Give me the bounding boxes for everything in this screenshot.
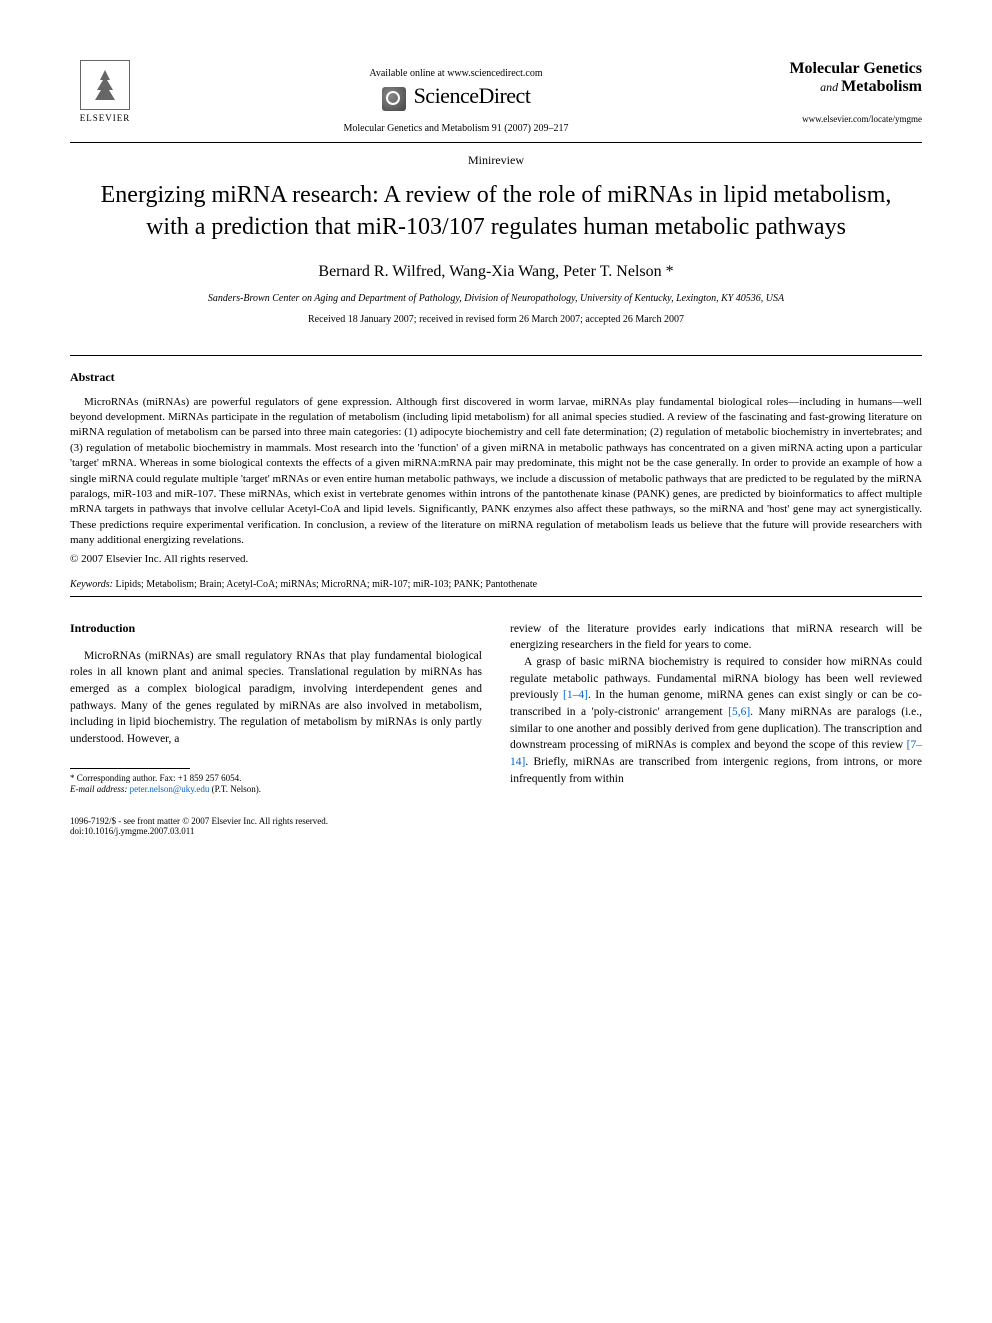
elsevier-label: ELSEVIER <box>70 113 140 123</box>
journal-title-line1: Molecular Genetics <box>772 60 922 78</box>
body-columns: Introduction MicroRNAs (miRNAs) are smal… <box>70 621 922 796</box>
abstract-bottom-divider <box>70 596 922 597</box>
sciencedirect-icon <box>382 87 406 111</box>
elsevier-tree-icon <box>80 60 130 110</box>
footnote-divider <box>70 768 190 769</box>
sciencedirect-logo: ScienceDirect <box>140 83 772 111</box>
journal-logo: Molecular Genetics and Metabolism www.el… <box>772 60 922 124</box>
ref-1-4[interactable]: [1–4] <box>563 689 588 701</box>
affiliation: Sanders-Brown Center on Aging and Depart… <box>70 293 922 304</box>
header-row: ELSEVIER Available online at www.science… <box>70 60 922 134</box>
section-label: Minireview <box>70 153 922 168</box>
abstract-text: MicroRNAs (miRNAs) are powerful regulato… <box>70 395 922 549</box>
email-label: E-mail address: <box>70 784 130 794</box>
article-title: Energizing miRNA research: A review of t… <box>90 180 902 242</box>
header-divider <box>70 142 922 143</box>
available-online-text: Available online at www.sciencedirect.co… <box>140 68 772 79</box>
abstract-heading: Abstract <box>70 370 922 385</box>
footer-line2: doi:10.1016/j.ymgme.2007.03.011 <box>70 826 922 836</box>
introduction-heading: Introduction <box>70 621 482 636</box>
footer: 1096-7192/$ - see front matter © 2007 El… <box>70 816 922 836</box>
right-column: review of the literature provides early … <box>510 621 922 796</box>
keywords-label: Keywords: <box>70 579 113 590</box>
abstract-copyright: © 2007 Elsevier Inc. All rights reserved… <box>70 553 922 565</box>
col1-p1: MicroRNAs (miRNAs) are small regulatory … <box>70 648 482 748</box>
journal-citation: Molecular Genetics and Metabolism 91 (20… <box>140 123 772 134</box>
abstract-top-divider <box>70 355 922 356</box>
sciencedirect-text: ScienceDirect <box>414 83 531 108</box>
footnote-email: E-mail address: peter.nelson@uky.edu (P.… <box>70 784 482 796</box>
email-suffix: (P.T. Nelson). <box>209 784 261 794</box>
footer-line1: 1096-7192/$ - see front matter © 2007 El… <box>70 816 922 826</box>
col2-p2-d: . Briefly, miRNAs are transcribed from i… <box>510 756 922 785</box>
email-address[interactable]: peter.nelson@uky.edu <box>130 784 210 794</box>
col2-p1: review of the literature provides early … <box>510 621 922 654</box>
center-header: Available online at www.sciencedirect.co… <box>140 60 772 134</box>
keywords: Keywords: Lipids; Metabolism; Brain; Ace… <box>70 579 922 590</box>
footnote-corresponding: * Corresponding author. Fax: +1 859 257 … <box>70 773 482 785</box>
left-column: Introduction MicroRNAs (miRNAs) are smal… <box>70 621 482 796</box>
dates: Received 18 January 2007; received in re… <box>70 314 922 325</box>
elsevier-logo: ELSEVIER <box>70 60 140 123</box>
authors: Bernard R. Wilfred, Wang-Xia Wang, Peter… <box>70 263 922 281</box>
journal-title-line2: and <box>820 80 841 94</box>
keywords-text: Lipids; Metabolism; Brain; Acetyl-CoA; m… <box>113 579 537 590</box>
journal-title-line3: Metabolism <box>841 78 922 95</box>
journal-url: www.elsevier.com/locate/ymgme <box>772 114 922 124</box>
ref-5-6[interactable]: [5,6] <box>728 706 750 718</box>
col2-p2: A grasp of basic miRNA biochemistry is r… <box>510 654 922 787</box>
